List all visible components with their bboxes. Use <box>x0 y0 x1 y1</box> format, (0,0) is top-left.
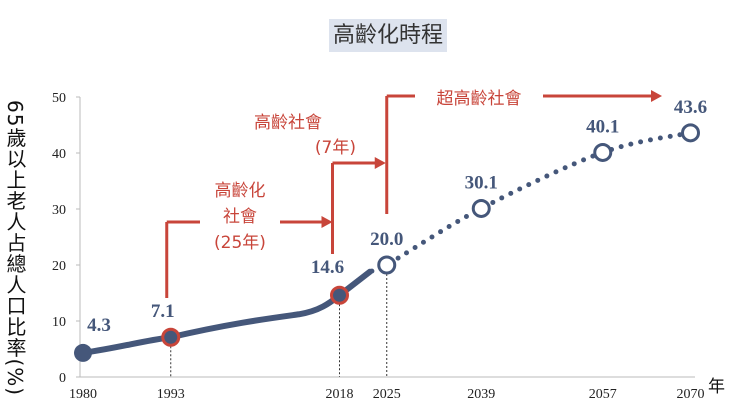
x-tick-label: 2039 <box>467 387 495 402</box>
y-tick-label: 50 <box>52 91 66 106</box>
x-tick-label: 1993 <box>157 387 185 402</box>
annotation-super-aged: 高齡社會 <box>254 113 322 133</box>
x-axis-label: 年 <box>708 377 725 397</box>
data-label: 40.1 <box>586 116 619 137</box>
series-line-projection <box>369 130 693 275</box>
data-point <box>330 285 349 305</box>
data-label: 7.1 <box>151 301 175 322</box>
data-label: 4.3 <box>87 315 111 336</box>
y-axis-label: 65歲以上老人占總人口比率(%) <box>3 100 27 397</box>
data-label: 43.6 <box>674 97 707 118</box>
annotation-aged-society: 社會 <box>223 207 257 227</box>
annotation-super-aged: (7年) <box>315 138 356 158</box>
annotation-super-aged-society: 超高齡社會 <box>437 89 522 109</box>
arrow-icon <box>321 216 333 228</box>
data-point <box>471 198 491 218</box>
x-tick-label: 2018 <box>326 387 354 402</box>
data-point <box>593 142 613 162</box>
data-point <box>74 343 92 362</box>
y-tick-label: 10 <box>52 315 66 330</box>
x-tick-label: 2070 <box>677 387 705 402</box>
y-tick-label: 0 <box>59 371 66 386</box>
arrow-icon <box>651 90 662 102</box>
annotation-aged-society: (25年) <box>214 233 266 253</box>
y-tick-label: 30 <box>52 203 66 218</box>
arrow-icon <box>374 157 386 169</box>
data-point <box>377 255 397 275</box>
annotation-aged-society: 高齡化 <box>215 181 266 201</box>
data-point <box>681 123 700 143</box>
data-label: 30.1 <box>465 172 498 193</box>
series-line-actual <box>80 268 373 356</box>
y-tick-label: 40 <box>52 147 66 162</box>
chart-title: 高齡化時程 <box>329 19 448 52</box>
x-tick-label: 1980 <box>69 387 97 402</box>
data-label: 14.6 <box>311 257 344 278</box>
x-tick-label: 2025 <box>373 387 401 402</box>
data-point <box>161 327 181 347</box>
y-tick-label: 20 <box>52 259 66 274</box>
data-label: 20.0 <box>370 229 403 250</box>
x-tick-label: 2057 <box>589 387 617 402</box>
